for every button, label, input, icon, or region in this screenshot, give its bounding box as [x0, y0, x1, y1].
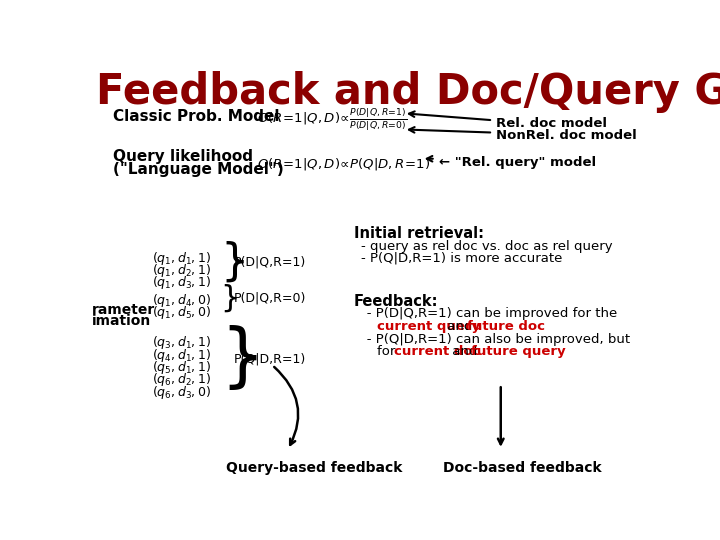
Text: current doc: current doc — [394, 345, 480, 358]
Text: - query as rel doc vs. doc as rel query: - query as rel doc vs. doc as rel query — [361, 240, 613, 253]
Text: P(D|Q,R=1): P(D|Q,R=1) — [234, 255, 307, 268]
Text: }: } — [220, 284, 240, 313]
Text: rameter: rameter — [91, 303, 155, 318]
Text: future doc: future doc — [467, 320, 544, 333]
Text: P(D|Q,R=0): P(D|Q,R=0) — [234, 292, 307, 305]
Text: Rel. doc model: Rel. doc model — [496, 117, 607, 130]
Text: $(q_1,d_4,0)$: $(q_1,d_4,0)$ — [152, 292, 211, 309]
Text: $(q_1,d_5,0)$: $(q_1,d_5,0)$ — [152, 304, 211, 321]
Text: current query: current query — [377, 320, 480, 333]
Text: - P(D|Q,R=1) can be improved for the: - P(D|Q,R=1) can be improved for the — [354, 307, 617, 320]
Text: ("Language Model"): ("Language Model") — [113, 162, 284, 177]
Text: and: and — [448, 345, 482, 358]
Text: $(q_3,d_1,1)$: $(q_3,d_1,1)$ — [152, 334, 211, 352]
Text: Query-based feedback: Query-based feedback — [225, 461, 402, 475]
Text: future query: future query — [472, 345, 566, 358]
Text: $(q_1,d_2,1)$: $(q_1,d_2,1)$ — [152, 262, 211, 279]
Text: $O(R\!=\!1|Q,D)\!\propto\!\frac{P(D|Q,R\!=\!1)}{P(D|Q,R\!=\!0)}$: $O(R\!=\!1|Q,D)\!\propto\!\frac{P(D|Q,R\… — [256, 107, 407, 133]
Text: Feedback:: Feedback: — [354, 294, 438, 309]
Text: Doc-based feedback: Doc-based feedback — [443, 461, 601, 475]
Text: }: } — [220, 326, 264, 393]
Text: Initial retrieval:: Initial retrieval: — [354, 226, 484, 241]
Text: imation: imation — [91, 314, 150, 328]
Text: $(q_4,d_1,1)$: $(q_4,d_1,1)$ — [152, 347, 211, 363]
Text: $(q_1,d_3,1)$: $(q_1,d_3,1)$ — [152, 274, 211, 291]
Text: ← "Rel. query" model: ← "Rel. query" model — [438, 156, 596, 168]
Text: }: } — [220, 240, 248, 284]
Text: Feedback and Doc/Query Generation: Feedback and Doc/Query Generation — [96, 71, 720, 113]
Text: $O(R\!=\!1|Q,D)\!\propto\! P(Q|D,R\!=\!1)$: $O(R\!=\!1|Q,D)\!\propto\! P(Q|D,R\!=\!1… — [256, 156, 430, 172]
Text: $(q_6,d_3,0)$: $(q_6,d_3,0)$ — [152, 383, 211, 401]
Text: Query likelihood: Query likelihood — [113, 150, 253, 165]
Text: for: for — [377, 345, 400, 358]
Text: $(q_5,d_1,1)$: $(q_5,d_1,1)$ — [152, 359, 211, 376]
Text: P(Q|D,R=1): P(Q|D,R=1) — [234, 353, 307, 366]
Text: NonRel. doc model: NonRel. doc model — [496, 130, 637, 143]
Text: - P(Q|D,R=1) is more accurate: - P(Q|D,R=1) is more accurate — [361, 252, 562, 265]
Text: - P(Q|D,R=1) can also be improved, but: - P(Q|D,R=1) can also be improved, but — [354, 333, 629, 346]
Text: $(q_6,d_2,1)$: $(q_6,d_2,1)$ — [152, 372, 211, 388]
Text: $(q_1,d_1,1)$: $(q_1,d_1,1)$ — [152, 249, 211, 267]
Text: and: and — [444, 320, 477, 333]
Text: Classic Prob. Model: Classic Prob. Model — [113, 110, 280, 124]
